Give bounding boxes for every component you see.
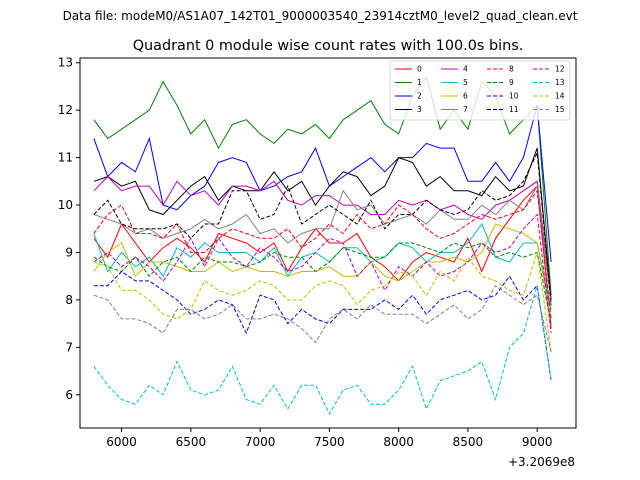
legend-label-14: 14 (555, 92, 565, 101)
series-line-11 (93, 151, 552, 305)
series-line-10 (93, 270, 552, 381)
y-tick-label: 6 (65, 388, 73, 402)
series-line-15 (93, 284, 552, 353)
x-tick-label: 7500 (314, 435, 345, 449)
legend-label-5: 5 (463, 78, 468, 87)
y-tick-label: 8 (65, 293, 73, 307)
legend-label-15: 15 (555, 105, 565, 114)
y-tick-label: 7 (65, 340, 73, 354)
y-tick-label: 13 (58, 56, 73, 70)
chart-title: Quadrant 0 module wise count rates with … (133, 38, 524, 54)
legend-label-2: 2 (417, 92, 422, 101)
series-line-6 (93, 223, 552, 319)
legend-label-10: 10 (509, 92, 519, 101)
y-tick-label: 12 (58, 103, 73, 117)
legend-frame (389, 60, 571, 121)
legend-label-7: 7 (463, 105, 468, 114)
series-line-12 (93, 213, 552, 334)
legend-label-0: 0 (417, 65, 422, 74)
x-axis: 6000 6500 7000 7500 8000 8500 9000 (106, 428, 552, 449)
legend-label-9: 9 (509, 78, 514, 87)
plot-area (79, 57, 577, 429)
series-line-0 (93, 184, 552, 329)
x-tick-label: 6500 (176, 435, 207, 449)
chart-suptitle: Data file: modeM0/AS1A07_142T01_90000035… (63, 9, 578, 23)
x-tick-label: 8000 (383, 435, 414, 449)
x-tick-label: 7000 (245, 435, 276, 449)
series-line-7 (93, 184, 552, 305)
y-axis: 6 7 8 9 10 11 12 13 (58, 56, 80, 402)
y-tick-label: 10 (58, 198, 73, 212)
legend-label-8: 8 (509, 65, 514, 74)
y-tick-label: 11 (58, 151, 73, 165)
series-line-9 (93, 242, 552, 324)
series-line-13 (93, 285, 552, 415)
legend-label-3: 3 (417, 105, 422, 114)
legend-label-13: 13 (555, 78, 565, 87)
series-line-5 (93, 222, 552, 310)
legend-label-4: 4 (463, 65, 468, 74)
legend-label-12: 12 (555, 65, 565, 74)
series-layer (93, 75, 552, 415)
legend-label-11: 11 (509, 105, 519, 114)
legend-label-6: 6 (463, 92, 468, 101)
legend-label-1: 1 (417, 78, 422, 87)
x-axis-offset-label: +3.2069e8 (508, 455, 575, 469)
series-line-4 (93, 175, 552, 300)
x-tick-label: 9000 (522, 435, 553, 449)
axes-frame (79, 57, 577, 429)
y-tick-label: 9 (65, 245, 73, 259)
x-tick-label: 8500 (453, 435, 484, 449)
series-line-8 (93, 189, 552, 319)
x-tick-label: 6000 (106, 435, 137, 449)
series-line-14 (93, 252, 552, 353)
